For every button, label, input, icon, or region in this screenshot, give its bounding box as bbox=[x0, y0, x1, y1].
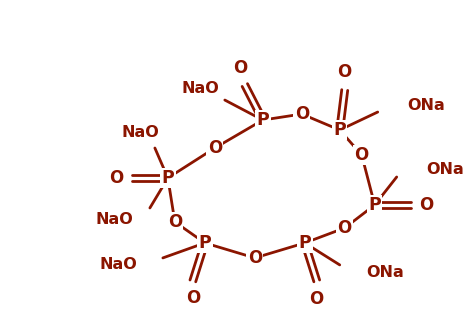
Text: P: P bbox=[256, 111, 269, 129]
Text: O: O bbox=[337, 219, 352, 237]
Text: O: O bbox=[355, 146, 369, 164]
Text: O: O bbox=[233, 59, 247, 77]
Text: P: P bbox=[333, 121, 346, 139]
Text: P: P bbox=[162, 169, 174, 187]
Text: NaO: NaO bbox=[99, 258, 137, 272]
Text: P: P bbox=[368, 196, 381, 214]
Text: P: P bbox=[199, 234, 211, 252]
Text: ONa: ONa bbox=[408, 98, 446, 112]
Text: O: O bbox=[310, 290, 324, 308]
Text: P: P bbox=[299, 234, 311, 252]
Text: O: O bbox=[337, 63, 352, 81]
Text: O: O bbox=[248, 249, 262, 267]
Text: O: O bbox=[186, 289, 200, 307]
Text: NaO: NaO bbox=[182, 81, 220, 95]
Text: NaO: NaO bbox=[121, 125, 159, 140]
Text: O: O bbox=[109, 169, 123, 187]
Text: ONa: ONa bbox=[427, 162, 465, 178]
Text: O: O bbox=[419, 196, 434, 214]
Text: O: O bbox=[208, 139, 222, 157]
Text: ONa: ONa bbox=[367, 265, 404, 280]
Text: O: O bbox=[168, 213, 182, 231]
Text: O: O bbox=[295, 105, 309, 123]
Text: NaO: NaO bbox=[95, 212, 133, 228]
